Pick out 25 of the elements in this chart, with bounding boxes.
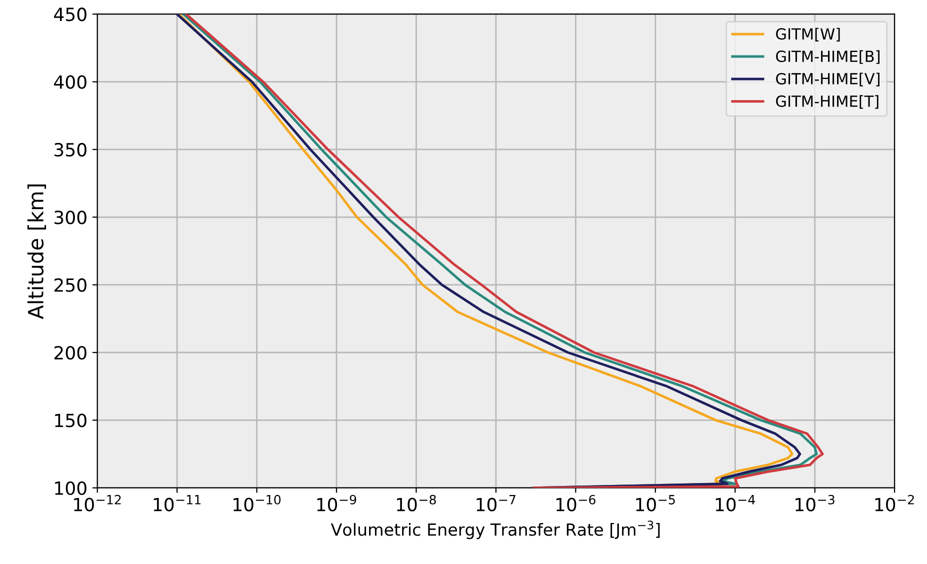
x-tick-label: 10$^{−11}$ <box>154 495 201 512</box>
y-tick-label: 250 <box>54 278 86 292</box>
y-tick-label: 100 <box>55 481 86 495</box>
x-tick-label: 10$^{−5}$ <box>636 495 675 512</box>
legend-label: GITM-HIME[V] <box>776 72 880 86</box>
x-tick-label: 10$^{−6}$ <box>556 494 596 512</box>
x-tick-label: 10$^{−12}$ <box>74 494 121 512</box>
legend-label: GITM-HIME[T] <box>776 95 878 109</box>
x-tick-label: 10$^{−3}$ <box>796 494 834 512</box>
y-tick-label: 350 <box>54 142 86 157</box>
y-tick-label: 150 <box>55 414 86 428</box>
y-axis-title: Altitude [km] <box>27 184 46 320</box>
x-tick-label: 10$^{−10}$ <box>234 494 281 512</box>
x-tick-label: 10$^{−9}$ <box>317 494 356 512</box>
y-tick-label: 450 <box>54 8 86 22</box>
y-tick-label: 200 <box>54 346 86 360</box>
x-tick-label: 10$^{−8}$ <box>396 494 436 512</box>
x-tick-label: 10$^{−7}$ <box>476 495 516 512</box>
x-axis-title: Volumetric Energy Transfer Rate [Jm$^{−3}$] <box>330 520 660 540</box>
x-tick-label: 10$^{−4}$ <box>716 495 755 512</box>
y-tick-label: 300 <box>54 210 86 224</box>
x-tick-label: 10$^{−2}$ <box>875 494 914 512</box>
legend-label: GITM[W] <box>776 28 840 42</box>
legend-label: GITM-HIME[B] <box>776 50 880 64</box>
y-tick-label: 400 <box>54 75 86 89</box>
